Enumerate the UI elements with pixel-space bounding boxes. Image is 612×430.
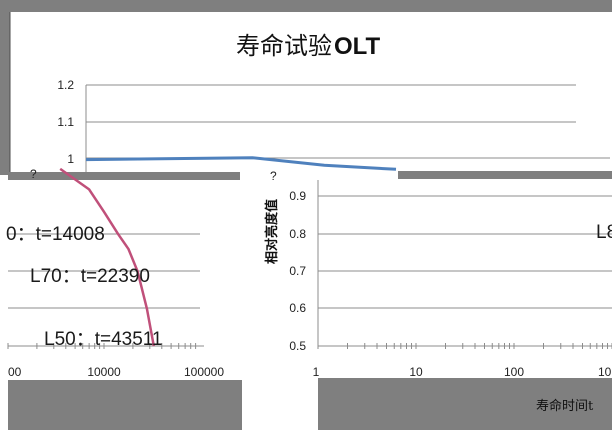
gray-separator-left	[8, 172, 240, 180]
l80-partial-label: L8	[596, 222, 612, 243]
x-tick-10: 10	[409, 365, 423, 379]
series-line-pink-0	[59, 167, 156, 347]
y-tick-0-8: 0.8	[289, 227, 306, 241]
y-tick-0-7: 0.7	[289, 264, 306, 278]
gray-panel-top-left	[0, 0, 10, 175]
y-tick-0-9: 0.9	[289, 189, 306, 203]
x-tick-1: 1	[313, 365, 320, 379]
gray-band-bottom-right	[318, 378, 612, 430]
white-chart-top	[10, 13, 612, 171]
series-line-blue-0	[85, 156, 397, 171]
white-chart-bottom-right	[246, 180, 612, 378]
chart-title-latin: OLT	[334, 33, 381, 60]
y-tick-0-6: 0.6	[289, 301, 306, 315]
gray-band-bottom-left	[8, 380, 242, 430]
y-tick-0-5: 0.5	[289, 339, 306, 353]
x-tick-left-10000: 10000	[87, 365, 121, 379]
y-tick-1-0: 1	[67, 152, 74, 166]
white-chart-bottom-left	[8, 180, 242, 380]
x-tick-1000-partial: 10	[598, 365, 612, 379]
chart-title-cn: 寿命试验	[236, 32, 332, 60]
y-tick-1-1: 1.1	[57, 115, 74, 129]
gray-band-top	[0, 0, 612, 12]
annotation-l50: L50：t=43511	[44, 329, 163, 350]
x-tick-left-100000: 100000	[184, 365, 224, 379]
x-axis-label: 寿命时间t	[536, 398, 594, 414]
y-tick-1-2: 1.2	[57, 78, 74, 92]
x-tick-left-1000: 00	[8, 365, 22, 379]
gray-separator-right	[398, 171, 612, 179]
annotation-l80: 0：t=14008	[6, 224, 105, 245]
y-axis-hint: ?	[270, 169, 277, 183]
annotation-l70: L70：t=22390	[30, 266, 150, 287]
x-tick-100: 100	[504, 365, 524, 379]
separator-hint: ?	[30, 167, 37, 181]
chart-marks	[7, 156, 612, 349]
y-axis-label: 相对亮度值	[264, 199, 280, 264]
